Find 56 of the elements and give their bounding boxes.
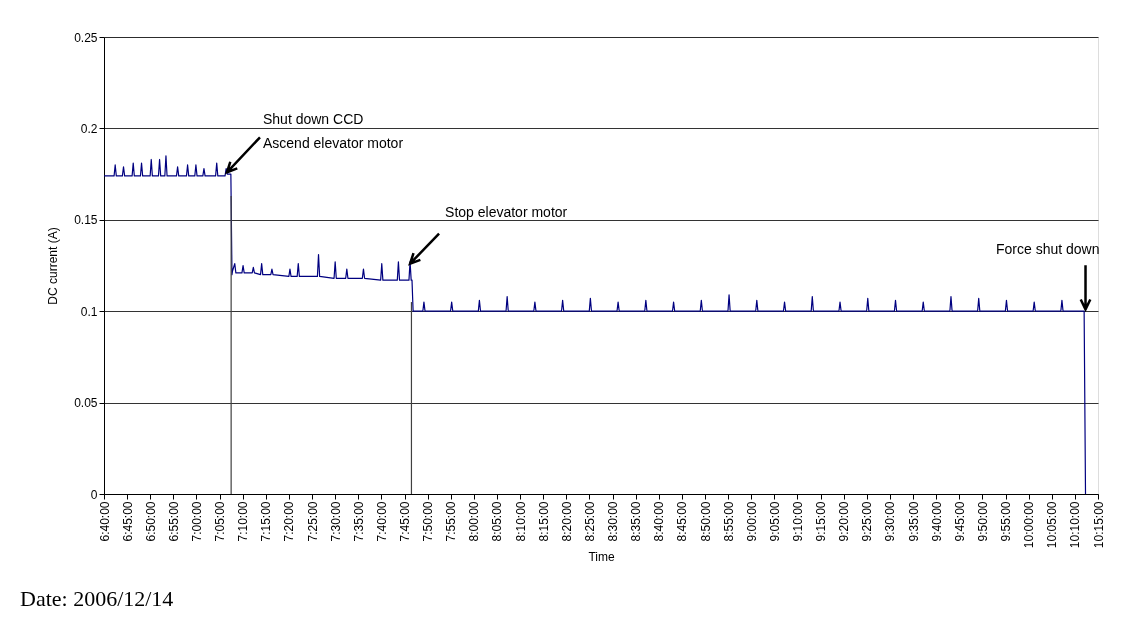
x-tick-label: 9:25:00 bbox=[860, 501, 875, 542]
x-tick-label: 6:50:00 bbox=[143, 501, 158, 542]
x-tick-label: 7:00:00 bbox=[189, 501, 204, 542]
x-tick-label: 7:05:00 bbox=[213, 501, 228, 542]
x-tick-label: 9:55:00 bbox=[999, 501, 1014, 542]
y-tick-label: 0.05 bbox=[74, 396, 98, 411]
y-tick-label: 0.2 bbox=[80, 121, 98, 136]
x-tick-label: 9:45:00 bbox=[952, 501, 967, 542]
annotation: Stop elevator motor bbox=[445, 203, 568, 220]
x-tick-label: 7:20:00 bbox=[282, 501, 297, 542]
x-tick-label: 8:25:00 bbox=[582, 501, 597, 542]
y-axis-title: DC current (A) bbox=[46, 227, 61, 305]
x-tick-label: 8:35:00 bbox=[629, 501, 644, 542]
x-tick-label: 8:20:00 bbox=[559, 501, 574, 542]
x-tick-label: 7:15:00 bbox=[259, 501, 274, 542]
y-tick-label: 0.1 bbox=[80, 304, 98, 319]
x-tick-label: 7:50:00 bbox=[421, 501, 436, 542]
x-tick-label: 8:50:00 bbox=[698, 501, 713, 542]
x-tick-label: 6:45:00 bbox=[120, 501, 135, 542]
x-tick-label: 9:30:00 bbox=[883, 501, 898, 542]
x-tick-label: 10:10:00 bbox=[1068, 501, 1083, 549]
x-tick-label: 10:00:00 bbox=[1022, 501, 1037, 549]
x-tick-label: 9:15:00 bbox=[814, 501, 829, 542]
x-tick-label: 10:05:00 bbox=[1045, 501, 1060, 549]
x-tick-label: 7:25:00 bbox=[305, 501, 320, 542]
x-tick-label: 7:55:00 bbox=[444, 501, 459, 542]
x-tick-label: 7:30:00 bbox=[328, 501, 343, 542]
x-tick-label: 6:40:00 bbox=[97, 501, 112, 542]
y-tick-label: 0.25 bbox=[74, 30, 98, 45]
x-tick-label: 9:00:00 bbox=[744, 501, 759, 542]
x-tick-label: 8:40:00 bbox=[652, 501, 667, 542]
x-tick-label: 7:40:00 bbox=[374, 501, 389, 542]
x-tick-label: 9:10:00 bbox=[790, 501, 805, 542]
x-tick-label: 7:10:00 bbox=[236, 501, 251, 542]
annotation: Force shut down bbox=[996, 241, 1100, 258]
annotation: Shut down CCD Ascend elevator motor bbox=[262, 111, 404, 152]
x-tick-label: 8:30:00 bbox=[606, 501, 621, 542]
text: Date: 2006/12/14 bbox=[20, 586, 174, 611]
x-tick-label: 9:40:00 bbox=[929, 501, 944, 542]
x-tick-label: 6:55:00 bbox=[166, 501, 181, 542]
x-tick-label: 8:05:00 bbox=[490, 501, 505, 542]
x-tick-label: 8:10:00 bbox=[513, 501, 528, 542]
x-axis-title: Time bbox=[588, 550, 615, 565]
x-tick-label: 8:45:00 bbox=[675, 501, 690, 542]
x-tick-label: 9:05:00 bbox=[767, 501, 782, 542]
x-tick-label: 8:00:00 bbox=[467, 501, 482, 542]
y-tick-label: 0 bbox=[90, 487, 98, 502]
x-tick-label: 8:55:00 bbox=[721, 501, 736, 542]
x-tick-label: 9:50:00 bbox=[975, 501, 990, 542]
x-tick-label: 7:45:00 bbox=[398, 501, 413, 542]
x-tick-label: 9:35:00 bbox=[906, 501, 921, 542]
y-tick-label: 0.15 bbox=[74, 213, 98, 228]
x-tick-label: 8:15:00 bbox=[536, 501, 551, 542]
x-tick-label: 10:15:00 bbox=[1091, 501, 1106, 549]
x-tick-label: 9:20:00 bbox=[837, 501, 852, 542]
x-tick-label: 7:35:00 bbox=[351, 501, 366, 542]
